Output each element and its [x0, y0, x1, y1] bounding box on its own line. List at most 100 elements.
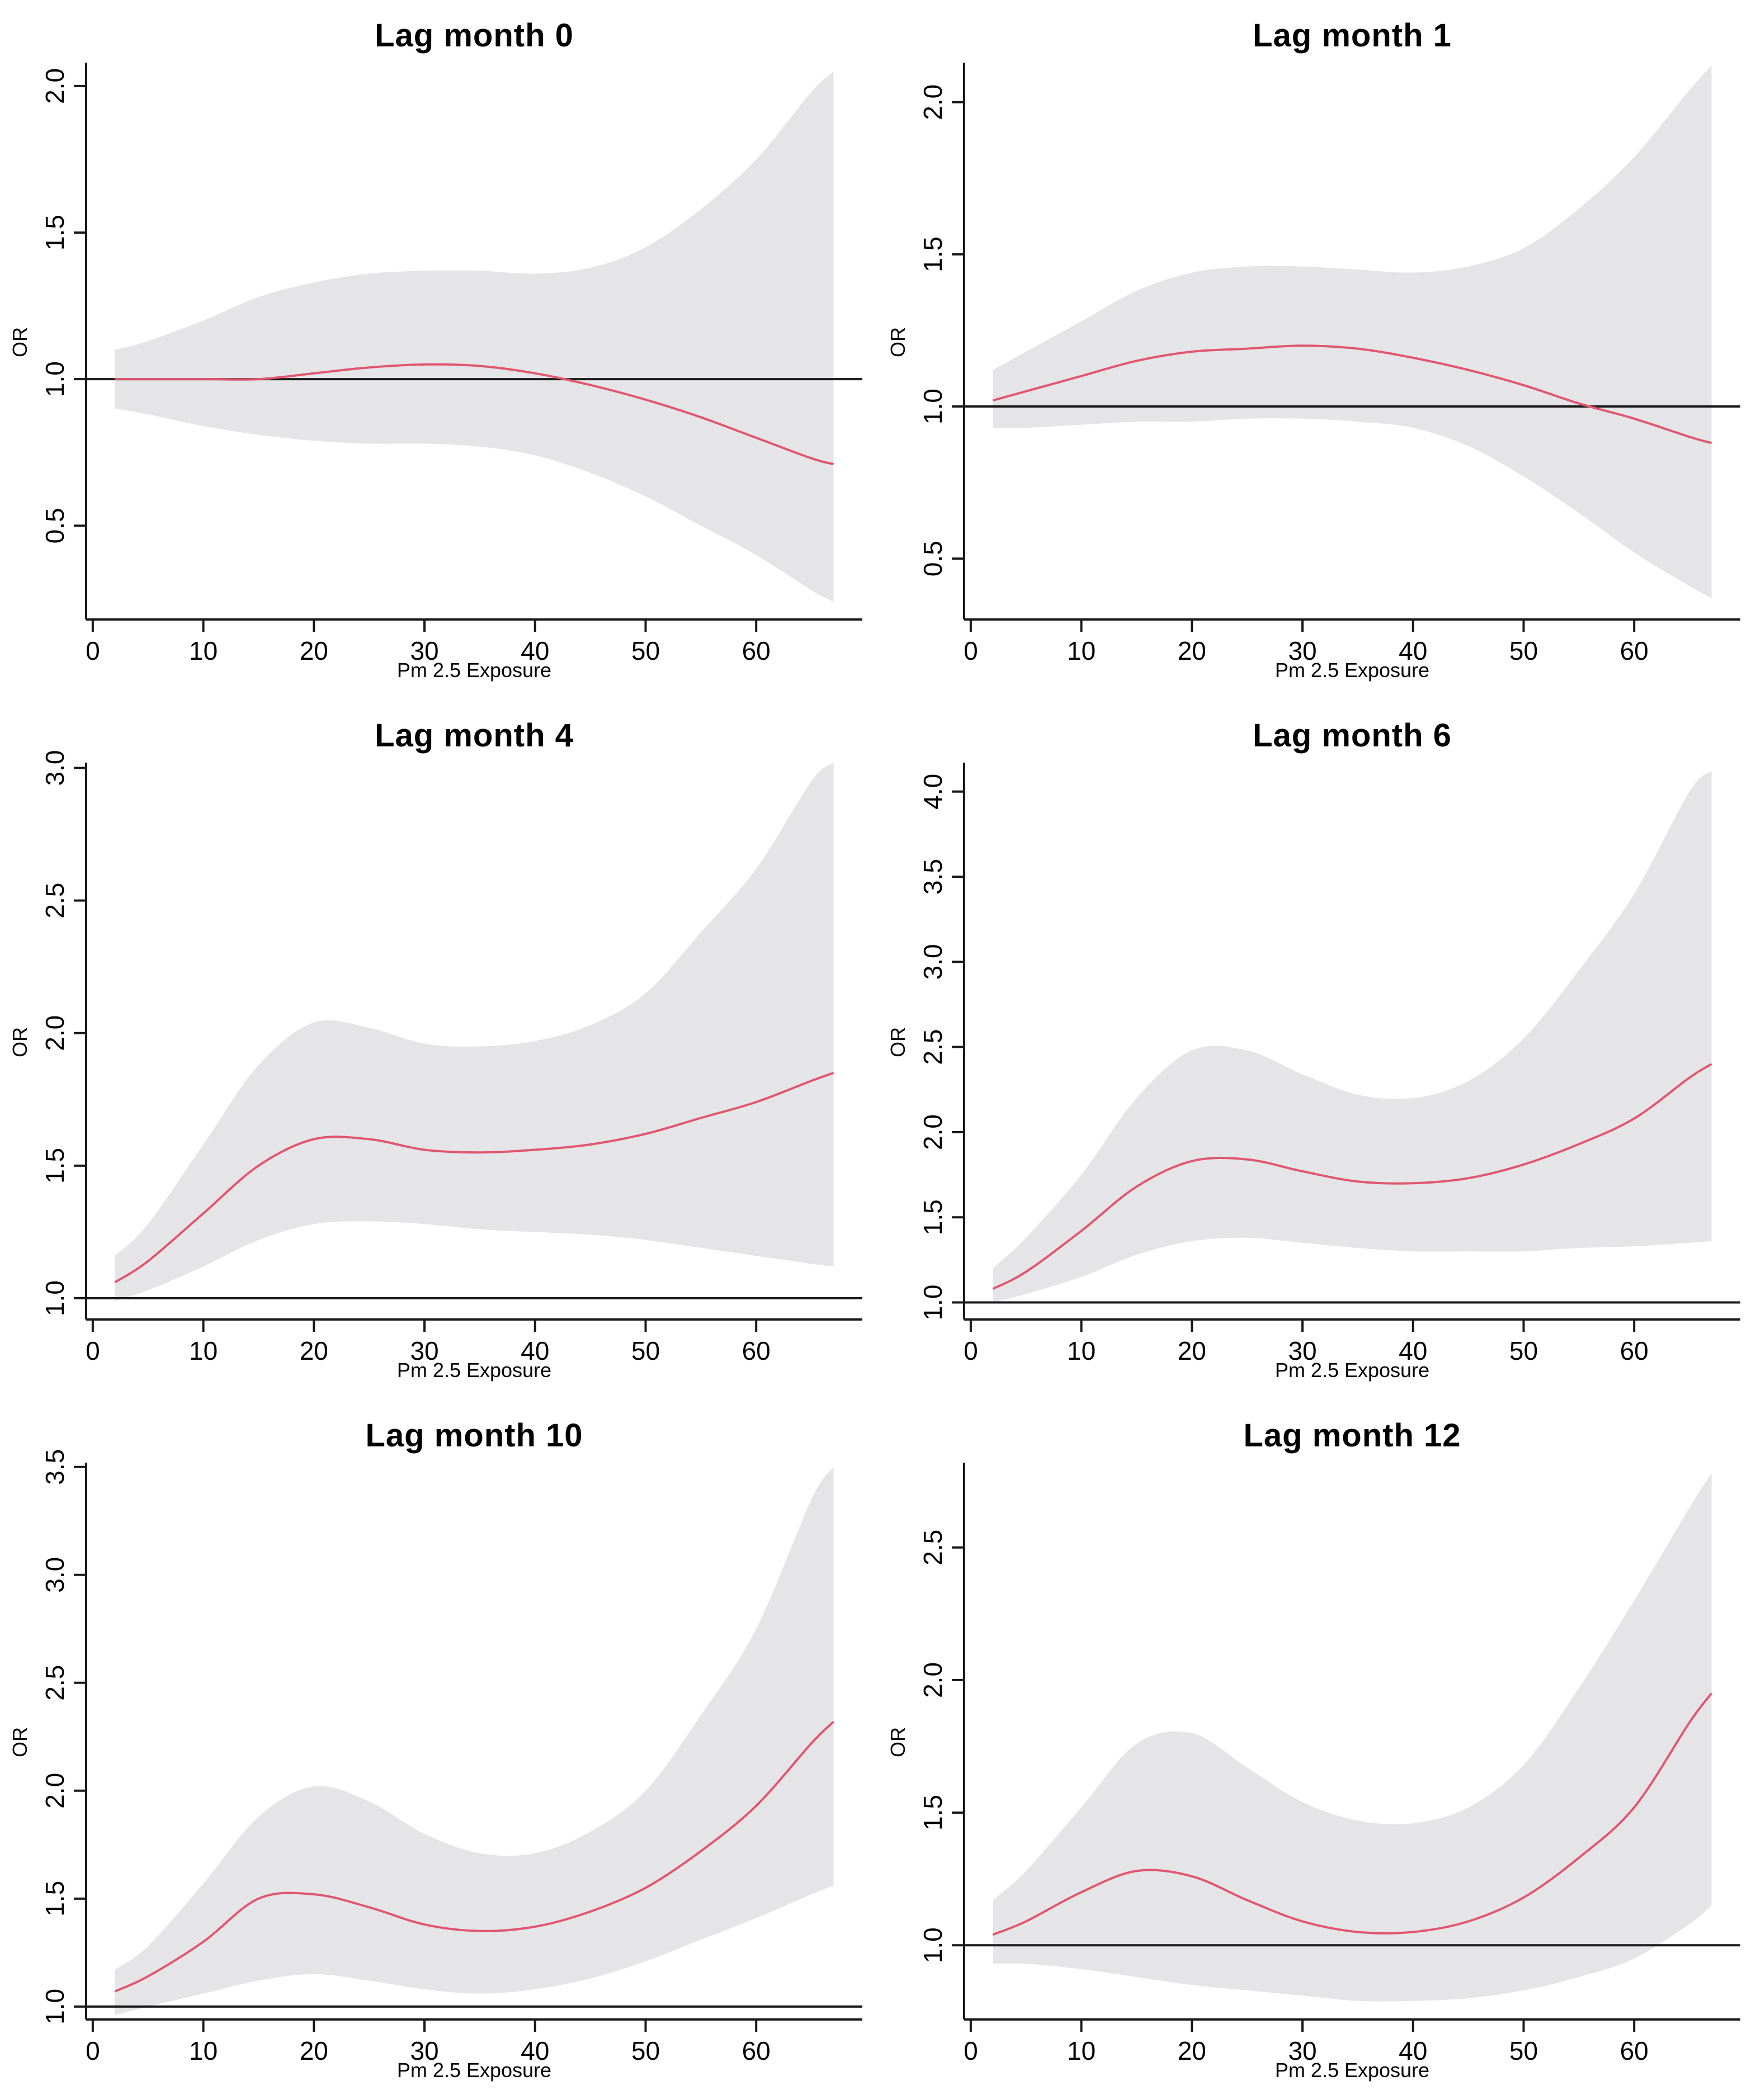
x-tick-label: 60 — [742, 636, 771, 665]
x-tick-label: 40 — [1399, 636, 1427, 665]
y-tick-label: 2.0 — [40, 68, 69, 104]
x-tick-label: 50 — [1509, 1336, 1538, 1365]
chart-svg: 0 10 20 30 40 50 60 1.0 1.5 2.0 2.5 3.0 — [40, 750, 862, 1365]
y-tick-label: 3.5 — [918, 859, 947, 895]
panel-lag-month-1: 0 10 20 30 40 50 60 0.5 1.0 1.5 2.0 Lag month 1 OR… — [878, 0, 1756, 700]
panel-title: Lag month 0 — [375, 17, 574, 54]
fit-curve — [114, 1720, 834, 1993]
x-tick-label: 30 — [410, 1336, 438, 1365]
confidence-band — [993, 1473, 1712, 2002]
y-tick-label: 1.0 — [918, 1285, 947, 1321]
x-tick-label: 60 — [1620, 636, 1649, 665]
x-tick-label: 20 — [300, 636, 328, 665]
x-tick-label: 0 — [86, 636, 100, 665]
panel-lag-month-12: 0 10 20 30 40 50 60 1.0 1.5 2.0 2.5 Lag month 12 O… — [878, 1400, 1756, 2100]
x-tick-label: 0 — [964, 636, 978, 665]
x-tick-label: 10 — [189, 1336, 218, 1365]
panel-title: Lag month 12 — [1243, 1417, 1461, 1454]
x-tick-label: 40 — [1399, 1336, 1427, 1365]
panel-title: Lag month 4 — [375, 717, 574, 754]
x-axis-label: Pm 2.5 Exposure — [1274, 1359, 1430, 1382]
chart-svg: 0 10 20 30 40 50 60 0.5 1.0 1.5 2.0 — [40, 63, 862, 665]
y-tick-label: 1.0 — [40, 1280, 69, 1316]
x-tick-label: 50 — [631, 1336, 660, 1365]
y-axis-label: OR — [886, 1727, 909, 1757]
y-tick-label: 1.0 — [918, 1927, 947, 1963]
panel-title: Lag month 1 — [1253, 17, 1452, 54]
x-tick-label: 10 — [1067, 636, 1096, 665]
x-tick-label: 10 — [1067, 1336, 1096, 1365]
y-axis-label: OR — [8, 327, 31, 357]
panel-lag-month-6: 0 10 20 30 40 50 60 1.0 1.5 2.0 2.5 3.0 3.5 4.0 Lag m… — [878, 700, 1756, 1400]
y-tick-label: 2.5 — [40, 1665, 69, 1701]
x-tick-label: 20 — [300, 2036, 328, 2065]
fit-curve — [114, 1072, 834, 1284]
confidence-band — [115, 71, 834, 602]
y-axis-label: OR — [8, 1727, 31, 1757]
x-tick-label: 60 — [1620, 1336, 1649, 1365]
confidence-band — [115, 763, 834, 1301]
y-tick-label: 2.5 — [918, 1530, 947, 1565]
x-tick-label: 60 — [1620, 2036, 1649, 2065]
x-axis-label: Pm 2.5 Exposure — [396, 2059, 552, 2082]
y-tick-label: 0.5 — [40, 508, 69, 543]
fit-curve — [992, 344, 1712, 444]
x-tick-label: 20 — [300, 1336, 328, 1365]
y-tick-label: 1.5 — [918, 1199, 947, 1235]
y-tick-label: 2.0 — [918, 1662, 947, 1698]
x-tick-label: 10 — [189, 636, 218, 665]
confidence-band — [115, 1467, 834, 2016]
confidence-band — [993, 65, 1712, 598]
fit-curve — [992, 1692, 1713, 1936]
x-tick-label: 40 — [521, 636, 549, 665]
x-tick-label: 30 — [1288, 1336, 1316, 1365]
y-tick-label: 2.5 — [918, 1029, 947, 1065]
y-tick-label: 3.5 — [40, 1449, 69, 1485]
y-tick-label: 1.0 — [918, 389, 947, 424]
x-axis-label: Pm 2.5 Exposure — [1274, 2059, 1430, 2082]
x-axis-label: Pm 2.5 Exposure — [1274, 659, 1430, 682]
y-tick-label: 1.5 — [40, 1881, 69, 1917]
panel-lag-month-10: 0 10 20 30 40 50 60 1.0 1.5 2.0 2.5 3.0 3.5 Lag mont… — [0, 1400, 878, 2100]
y-tick-label: 2.0 — [918, 84, 947, 120]
y-tick-label: 3.0 — [40, 1557, 69, 1593]
y-axis-label: OR — [886, 327, 909, 357]
y-tick-label: 1.0 — [40, 361, 69, 397]
fit-curve — [115, 363, 834, 466]
chart-svg: 0 10 20 30 40 50 60 0.5 1.0 1.5 2.0 — [918, 63, 1740, 665]
y-tick-label: 1.5 — [918, 237, 947, 272]
confidence-band — [993, 771, 1712, 1303]
x-tick-label: 30 — [410, 2036, 438, 2065]
x-tick-label: 50 — [631, 636, 660, 665]
x-axis-label: Pm 2.5 Exposure — [396, 659, 552, 682]
x-axis-label: Pm 2.5 Exposure — [396, 1359, 552, 1382]
x-tick-label: 0 — [964, 2036, 978, 2065]
x-tick-label: 30 — [1288, 2036, 1316, 2065]
fit-curve — [992, 1063, 1712, 1290]
x-tick-label: 30 — [410, 636, 438, 665]
x-tick-label: 40 — [521, 2036, 549, 2065]
y-tick-label: 1.0 — [40, 1989, 69, 2025]
y-tick-label: 2.0 — [40, 1015, 69, 1051]
x-tick-label: 20 — [1178, 1336, 1206, 1365]
panel-title: Lag month 10 — [365, 1417, 583, 1454]
y-tick-label: 3.0 — [918, 944, 947, 980]
x-tick-label: 50 — [631, 2036, 660, 2065]
y-tick-label: 2.0 — [40, 1773, 69, 1809]
x-tick-label: 30 — [1288, 636, 1316, 665]
x-tick-label: 0 — [86, 1336, 100, 1365]
x-tick-label: 60 — [742, 2036, 771, 2065]
panel-lag-month-4: 0 10 20 30 40 50 60 1.0 1.5 2.0 2.5 3.0 Lag month 4… — [0, 700, 878, 1400]
x-tick-label: 40 — [521, 1336, 549, 1365]
y-axis-label: OR — [886, 1027, 909, 1057]
y-tick-label: 1.5 — [40, 215, 69, 250]
x-tick-label: 20 — [1178, 636, 1206, 665]
x-tick-label: 20 — [1178, 2036, 1206, 2065]
x-tick-label: 50 — [1509, 636, 1538, 665]
panel-title: Lag month 6 — [1253, 717, 1452, 754]
y-tick-label: 2.0 — [918, 1114, 947, 1150]
x-tick-label: 60 — [742, 1336, 771, 1365]
y-tick-label: 3.0 — [40, 750, 69, 786]
panel-lag-month-0: 0 10 20 30 40 50 60 0.5 1.0 1.5 2.0 Lag month 0 OR… — [0, 0, 878, 700]
y-tick-label: 1.5 — [918, 1795, 947, 1831]
